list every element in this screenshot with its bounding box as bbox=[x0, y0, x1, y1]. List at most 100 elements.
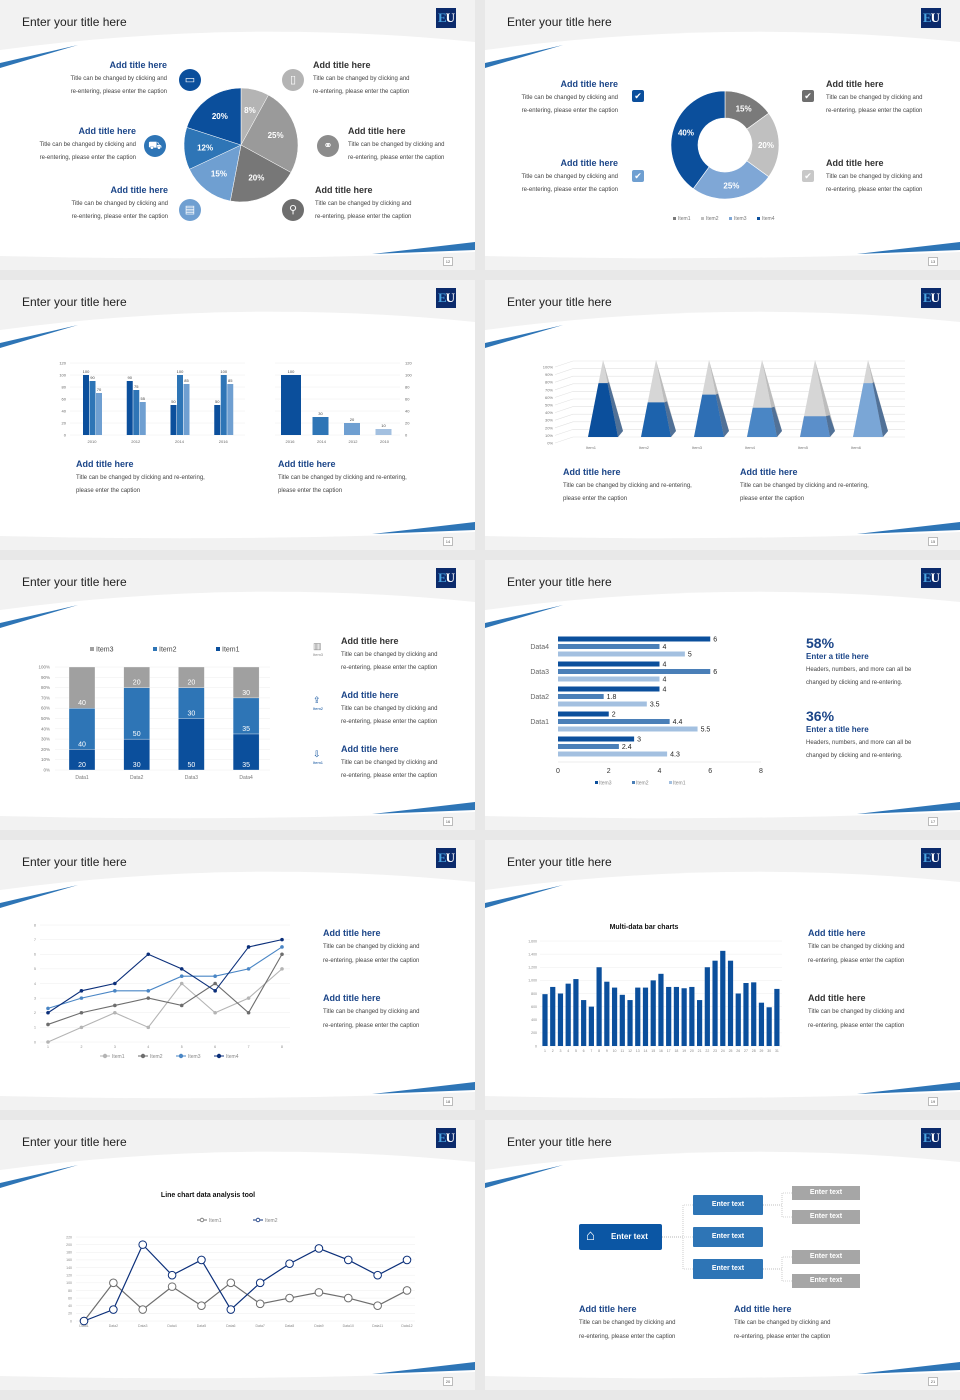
block-caption-line: re-entering, please enter the caption bbox=[826, 108, 923, 114]
tick-label: 2016 bbox=[219, 439, 229, 444]
bar bbox=[666, 986, 672, 1046]
slide-title: Enter your title here bbox=[22, 15, 127, 29]
data-label: 30 bbox=[133, 762, 141, 769]
tick-label: 26 bbox=[736, 1049, 740, 1053]
block-caption-line: Title can be changed by clicking and bbox=[323, 1009, 420, 1015]
data-point bbox=[79, 1316, 89, 1326]
slide-body bbox=[485, 31, 960, 259]
data-point bbox=[113, 981, 117, 986]
category-label: Item1 bbox=[586, 445, 597, 450]
slide-2[interactable]: 15% 20% 25% 40% Item1 Item2 Item3 Item4 Enter yo… bbox=[485, 0, 960, 270]
slide-10[interactable]: Enter your title here EU 21 Enter text ⌂ Ente… bbox=[485, 1120, 960, 1390]
page-number: 16 bbox=[443, 817, 453, 826]
tick-label: 120 bbox=[59, 361, 66, 366]
block-title: Add title here bbox=[323, 993, 381, 1003]
chart-layer: Line chart data analysis tool 0 20 40 60 80 10… bbox=[66, 1192, 415, 1328]
slide-4[interactable]: 0% 10% 20% 30% 40% 50% 60% 70% 80% 90% 100% Item1 It… bbox=[485, 280, 960, 550]
checkbox-icon[interactable]: ✔ bbox=[802, 170, 814, 182]
stat-title: Enter a title here bbox=[806, 725, 869, 734]
block-caption-line: Title can be changed by clicking and bbox=[826, 174, 923, 180]
tick-label: 0 bbox=[64, 433, 67, 438]
page-number: 21 bbox=[928, 1377, 938, 1386]
bar bbox=[727, 960, 734, 1046]
tick-label: 15 bbox=[651, 1049, 655, 1053]
data-label: 40 bbox=[78, 741, 86, 748]
pie-slice bbox=[186, 87, 242, 146]
chart-layer: 0% 10% 20% 30% 40% 50% 60% 70% 80% 90% 100% Item1 It… bbox=[543, 360, 905, 450]
checkbox-icon[interactable]: ✔ bbox=[632, 170, 644, 182]
accent-stripe-bottom bbox=[372, 802, 475, 814]
branch-node[interactable]: Enter text bbox=[693, 1259, 763, 1279]
chart-layer: 0% 10% 20% 30% 40% 50% 60% 70% 80% 90% 100% Item3 It… bbox=[38, 647, 270, 781]
gridline bbox=[554, 391, 905, 398]
legend-swatch bbox=[757, 217, 760, 220]
slide-8[interactable]: Multi-data bar charts 0 200 400 600 800 1,000 1… bbox=[485, 840, 960, 1110]
branch-node[interactable]: Enter text bbox=[693, 1227, 763, 1247]
legend-label: Item4 bbox=[226, 1054, 239, 1060]
tick-label: 8 bbox=[281, 1045, 283, 1049]
tick-label: 4 bbox=[658, 768, 662, 775]
tick-label: 800 bbox=[531, 992, 537, 996]
page-number: 18 bbox=[443, 1097, 453, 1106]
pyramid-fill bbox=[588, 383, 618, 437]
tick-label: 14 bbox=[644, 1049, 648, 1053]
gridline bbox=[554, 360, 905, 368]
leaf-node[interactable]: Enter text bbox=[792, 1274, 860, 1288]
slide-7[interactable]: 0 1 2 3 4 5 6 7 8 1 2 3 4 5 6 7 8 Item1 Item2 Item3 Item4 Ent… bbox=[0, 840, 475, 1110]
checkbox-icon[interactable]: ✔ bbox=[802, 90, 814, 102]
tick-label: 6 bbox=[708, 768, 712, 775]
connector bbox=[763, 1192, 792, 1206]
tick-label: 30% bbox=[545, 418, 553, 423]
leaf-node[interactable]: Enter text bbox=[792, 1186, 860, 1200]
gridline bbox=[554, 429, 905, 436]
data-point bbox=[79, 1010, 84, 1015]
block-caption-line: Title can be changed by clicking and bbox=[341, 760, 438, 766]
data-point bbox=[113, 989, 117, 993]
connector bbox=[662, 1236, 693, 1270]
data-point bbox=[246, 1010, 251, 1015]
tick-label: 100 bbox=[59, 373, 66, 378]
bar bbox=[611, 987, 618, 1046]
tick-label: 2014 bbox=[175, 439, 185, 444]
bar bbox=[558, 711, 609, 717]
pie-slice bbox=[230, 144, 292, 203]
checkbox-icon[interactable]: ✔ bbox=[632, 90, 644, 102]
data-point bbox=[280, 952, 284, 957]
slide-title: Enter your title here bbox=[22, 295, 127, 309]
pie-slice bbox=[240, 94, 299, 173]
data-point bbox=[46, 1022, 50, 1027]
page-number: 20 bbox=[443, 1377, 453, 1386]
leaf-node[interactable]: Enter text bbox=[792, 1250, 860, 1264]
tick-label: 6 bbox=[34, 953, 36, 957]
data-label: 4 bbox=[663, 687, 667, 694]
block-caption-line: re-entering, please enter the caption bbox=[341, 719, 438, 725]
tick-label: 60% bbox=[545, 395, 553, 400]
accent-stripe-bottom bbox=[857, 1362, 960, 1374]
bar bbox=[170, 405, 177, 435]
bar bbox=[214, 405, 221, 435]
data-point bbox=[79, 989, 84, 993]
stat-caption: Headers, numbers, and more can all be bbox=[806, 667, 912, 673]
slide-1[interactable]: 8% 25% 20% 15% 12% 20% Enter your title here EU… bbox=[0, 0, 475, 270]
logo: EU bbox=[436, 1128, 456, 1148]
data-label: 6 bbox=[713, 669, 717, 676]
tick-label: 30 bbox=[767, 1049, 771, 1053]
data-label: 20 bbox=[133, 680, 141, 687]
tick-label: 17 bbox=[667, 1049, 671, 1053]
logo-letter-e: E bbox=[437, 850, 447, 865]
slide-5[interactable]: 0% 10% 20% 30% 40% 50% 60% 70% 80% 90% 100% Item3 It… bbox=[0, 560, 475, 830]
block-title: Add title here bbox=[313, 60, 371, 70]
data-point bbox=[167, 1270, 177, 1280]
branch-node[interactable]: Enter text bbox=[693, 1195, 763, 1215]
root-node[interactable]: Enter text bbox=[579, 1224, 662, 1250]
slide-title: Enter your title here bbox=[507, 1135, 612, 1149]
tick-label: 100 bbox=[405, 373, 412, 378]
slide-3[interactable]: 0 20 40 60 80 100 120 100 90 70 2010 90 75 55 2012 50 10… bbox=[0, 280, 475, 550]
tick-label: 20% bbox=[545, 425, 553, 430]
data-point bbox=[109, 1305, 118, 1314]
slide-background: 8% 25% 20% 15% 12% 20% bbox=[0, 31, 475, 259]
bar bbox=[83, 375, 89, 435]
slide-6[interactable]: 0 2 4 6 8 6 4 5 Data4 4 6 4 Data3 4 1.8 3.5 Data2 2 4.4 5.5… bbox=[485, 560, 960, 830]
slide-9[interactable]: Line chart data analysis tool 0 20 40 60 80 10… bbox=[0, 1120, 475, 1390]
leaf-node[interactable]: Enter text bbox=[792, 1210, 860, 1224]
